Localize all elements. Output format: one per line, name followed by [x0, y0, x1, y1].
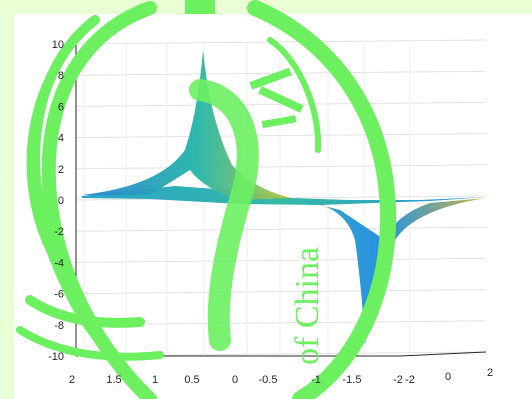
watermark-seal-glyphs: [185, 0, 304, 129]
z-tick-label: -6: [54, 289, 64, 301]
x-axis-ticks: 2 1.5 1 0.5 0 -0.5 -1 -1.5 -2: [69, 374, 403, 386]
x-tick-label: 0.5: [184, 374, 199, 386]
y-tick-label: 2: [487, 367, 493, 379]
z-tick-label: 10: [52, 39, 64, 51]
z-tick-label: -2: [54, 226, 64, 238]
watermark-graphic: [16, 0, 397, 399]
x-tick-label: -1: [311, 374, 321, 386]
y-axis-ticks: -2 0 2: [405, 367, 493, 386]
frame-left: [0, 0, 14, 399]
x-tick-label: 1: [152, 374, 158, 386]
z-axis-ticks: 10 8 6 4 2 0 -2 -4 -6 -8 -10: [48, 39, 64, 363]
grid-line-z-4: [75, 164, 487, 170]
grid-line-z-3: [75, 133, 487, 139]
z-tick-label: -4: [54, 257, 64, 269]
z-tick-label: 6: [58, 101, 64, 113]
y-tick-label: 0: [445, 371, 451, 383]
grid-line-z-6: [75, 226, 487, 232]
x-tick-label: 2: [69, 374, 75, 386]
x-tick-label: -0.5: [259, 374, 278, 386]
z-tick-label: -10: [48, 351, 64, 363]
y-axis-line: [399, 351, 487, 357]
z-tick-label: 4: [58, 133, 64, 145]
z-tick-label: 8: [58, 70, 64, 82]
x-tick-label: -1.5: [343, 374, 362, 386]
surface: [82, 50, 486, 345]
x-tick-label: 1.5: [106, 374, 121, 386]
grid-line-z-0: [75, 39, 487, 45]
grid-line-z-7: [75, 257, 487, 263]
x-tick-label: 0: [232, 374, 238, 386]
z-tick-label: 2: [58, 164, 64, 176]
z-tick-label: 0: [58, 195, 64, 207]
grid-line-z-2: [75, 101, 487, 107]
grid-line-z-8: [75, 289, 487, 295]
surface-peak: [82, 50, 292, 200]
x-tick-label: -2: [393, 374, 403, 386]
z-tick-label: -8: [54, 320, 64, 332]
y-tick-label: -2: [405, 374, 415, 386]
watermark-text: of China: [289, 247, 326, 365]
